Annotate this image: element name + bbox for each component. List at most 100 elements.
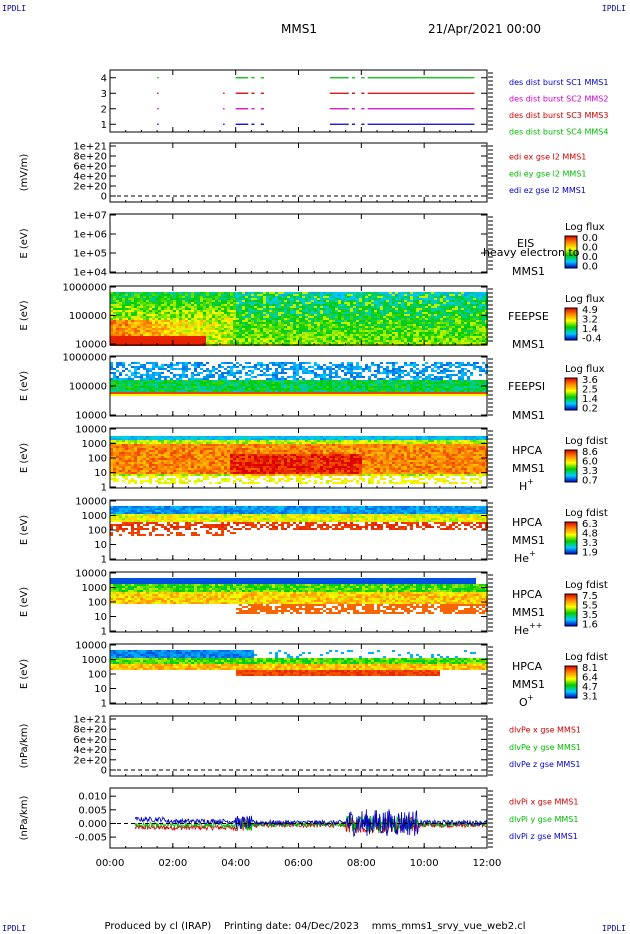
feepsi-heat-cell bbox=[110, 384, 113, 386]
feepse-heat-cell bbox=[236, 326, 239, 328]
feepse-heat-cell bbox=[305, 298, 308, 300]
feepsi-heat-cell bbox=[416, 384, 419, 386]
feepse-heat-cell bbox=[206, 306, 209, 308]
feepse-heat-cell bbox=[161, 316, 164, 318]
feepse-heat-cell bbox=[404, 324, 407, 326]
feepsi-heat-cell bbox=[239, 394, 242, 396]
feepsi-heat-cell bbox=[200, 378, 203, 380]
feepsi-heat-cell bbox=[227, 384, 230, 386]
feepsi-heat-cell bbox=[218, 382, 221, 384]
feepsi-heat-cell bbox=[260, 388, 263, 390]
feepse-heat-cell bbox=[344, 314, 347, 316]
feepsi-heat-cell bbox=[152, 372, 155, 374]
feepse-heat-cell bbox=[281, 306, 284, 308]
feepsi-heat-cell bbox=[416, 386, 419, 388]
feepsi-heat-cell bbox=[281, 362, 284, 364]
feepsi-heat-cell bbox=[128, 388, 131, 390]
feepsi-heat-cell bbox=[314, 392, 317, 394]
feepsi-heat-cell bbox=[386, 380, 389, 382]
feepsi-heat-cell bbox=[428, 378, 431, 380]
feepse-heat-cell bbox=[446, 330, 449, 332]
feepse-heat-cell bbox=[122, 334, 125, 336]
feepse-heat-cell bbox=[194, 292, 197, 294]
feepse-heat-cell bbox=[392, 324, 395, 326]
feepse-heat-cell bbox=[332, 330, 335, 332]
feepse-heat-cell bbox=[314, 334, 317, 336]
feepse-heat-cell bbox=[221, 336, 224, 338]
feepse-heat-cell bbox=[404, 338, 407, 340]
feepse-heat-cell bbox=[203, 304, 206, 306]
feepse-heat-cell bbox=[380, 316, 383, 318]
feepse-heat-cell bbox=[260, 314, 263, 316]
feepse-heat-cell bbox=[410, 298, 413, 300]
feepse-heat-cell bbox=[215, 308, 218, 310]
feepse-heat-cell bbox=[128, 292, 131, 294]
feepsi-heat-cell bbox=[221, 392, 224, 394]
feepsi-heat-cell bbox=[455, 384, 458, 386]
feepse-heat-cell bbox=[275, 324, 278, 326]
feepsi-heat-cell bbox=[152, 378, 155, 380]
feepse-heat-cell bbox=[266, 340, 269, 342]
feepse-heat-cell bbox=[350, 328, 353, 330]
feepse-heat-cell bbox=[452, 312, 455, 314]
feepse-heat-cell bbox=[152, 338, 155, 340]
feepse-heat-cell bbox=[140, 304, 143, 306]
feepse-heat-cell bbox=[404, 314, 407, 316]
feepse-heat-cell bbox=[299, 326, 302, 328]
feepse-heat-cell bbox=[353, 294, 356, 296]
feepse-heat-cell bbox=[230, 306, 233, 308]
feepse-heat-cell bbox=[416, 320, 419, 322]
feepsi-heat-cell bbox=[200, 364, 203, 366]
feepse-heat-cell bbox=[431, 314, 434, 316]
feepsi-heat-cell bbox=[386, 390, 389, 392]
feepse-heat-cell bbox=[431, 310, 434, 312]
feepse-heat-cell bbox=[446, 320, 449, 322]
feepse-heat-cell bbox=[149, 338, 152, 340]
feepse-heat-cell bbox=[362, 314, 365, 316]
feepsi-heat-cell bbox=[362, 380, 365, 382]
feepsi-heat-cell bbox=[221, 376, 224, 378]
feepse-heat-cell bbox=[356, 324, 359, 326]
feepsi-heat-cell bbox=[233, 386, 236, 388]
feepse-heat-cell bbox=[230, 316, 233, 318]
feepsi-heat-cell bbox=[224, 386, 227, 388]
feepse-heat-cell bbox=[404, 336, 407, 338]
feepse-heat-cell bbox=[383, 334, 386, 336]
feepse-heat-cell bbox=[464, 308, 467, 310]
feepse-heat-cell bbox=[476, 310, 479, 312]
feepse-heat-cell bbox=[482, 332, 485, 334]
feepse-heat-cell bbox=[449, 340, 452, 342]
feepsi-heat-cell bbox=[395, 390, 398, 392]
feepse-heat-cell bbox=[251, 316, 254, 318]
feepse-heat-cell bbox=[377, 332, 380, 334]
feepse-heat-cell bbox=[341, 338, 344, 340]
feepse-heat-cell bbox=[380, 292, 383, 294]
feepse-heat-cell bbox=[308, 338, 311, 340]
feepse-heat-cell bbox=[290, 318, 293, 320]
feepsi-heat-cell bbox=[344, 374, 347, 376]
feepse-heat-cell bbox=[350, 312, 353, 314]
feepsi-heat-cell bbox=[230, 386, 233, 388]
feepsi-heat-cell bbox=[320, 368, 323, 370]
feepse-heat-cell bbox=[392, 322, 395, 324]
feepse-heat-cell bbox=[152, 298, 155, 300]
feepse-heat-cell bbox=[404, 306, 407, 308]
feepse-heat-cell bbox=[461, 302, 464, 304]
feepse-heat-cell bbox=[182, 304, 185, 306]
feepse-heat-cell bbox=[203, 320, 206, 322]
feepse-heat-cell bbox=[380, 336, 383, 338]
feepse-heat-cell bbox=[143, 296, 146, 298]
feepse-heat-cell bbox=[227, 310, 230, 312]
feepse-heat-cell bbox=[275, 306, 278, 308]
feepse-heat-cell bbox=[203, 298, 206, 300]
feepse-heat-cell bbox=[467, 296, 470, 298]
feepsi-heat-cell bbox=[128, 386, 131, 388]
feepse-heat-cell bbox=[368, 304, 371, 306]
feepsi-heat-cell bbox=[230, 380, 233, 382]
feepse-heat-cell bbox=[221, 300, 224, 302]
feepsi-heat-cell bbox=[230, 374, 233, 376]
feepse-heat-cell bbox=[314, 340, 317, 342]
feepse-heat-cell bbox=[164, 302, 167, 304]
feepse-heat-cell bbox=[254, 324, 257, 326]
feepse-heat-cell bbox=[221, 326, 224, 328]
